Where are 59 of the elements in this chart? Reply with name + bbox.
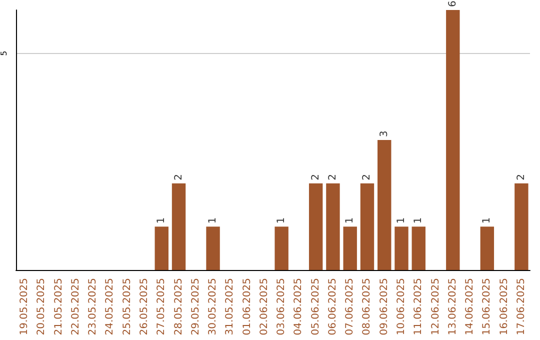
bar xyxy=(514,183,528,270)
data-label: 1 xyxy=(482,217,493,224)
bar xyxy=(206,226,220,270)
x-tick-label: 13.06.2025 xyxy=(447,278,458,336)
y-tick-label: 5 xyxy=(0,50,8,56)
x-tick-label: 28.05.2025 xyxy=(173,278,184,336)
x-tick-label: 06.06.2025 xyxy=(327,278,338,336)
x-tick-label: 12.06.2025 xyxy=(430,278,442,336)
x-tick-label: 24.05.2025 xyxy=(104,278,116,336)
x-tick-label: 29.05.2025 xyxy=(190,278,202,336)
x-tick-label: 27.05.2025 xyxy=(156,278,168,336)
bar xyxy=(412,226,426,270)
bar xyxy=(172,183,186,270)
data-label: 2 xyxy=(362,174,373,180)
data-label: 1 xyxy=(156,217,168,224)
x-tick-label: 19.05.2025 xyxy=(19,278,30,336)
x-tick-label: 03.06.2025 xyxy=(276,278,288,336)
x-tick-label: 30.05.2025 xyxy=(208,278,219,336)
x-tick-label: 02.06.2025 xyxy=(258,278,270,336)
x-tick-label: 26.05.2025 xyxy=(139,278,150,336)
x-tick-label: 16.06.2025 xyxy=(498,278,510,336)
bar xyxy=(378,140,392,270)
x-tick-label: 31.05.2025 xyxy=(224,278,236,336)
data-label: 1 xyxy=(208,217,219,224)
x-tick-label: 08.06.2025 xyxy=(362,278,373,336)
data-label: 1 xyxy=(396,217,407,224)
x-tick-label: 11.06.2025 xyxy=(413,278,424,336)
bar xyxy=(326,183,340,270)
data-label: 6 xyxy=(447,0,458,7)
x-tick-label: 07.06.2025 xyxy=(344,278,356,336)
data-label: 1 xyxy=(276,217,288,224)
x-tick-label: 01.06.2025 xyxy=(242,278,253,336)
bar xyxy=(343,226,357,270)
x-tick-label: 23.05.2025 xyxy=(88,278,99,336)
bar xyxy=(308,183,323,270)
x-tick-label: 05.06.2025 xyxy=(310,278,322,336)
x-tick-label: 15.06.2025 xyxy=(482,278,493,336)
x-tick-label: 17.06.2025 xyxy=(516,278,527,336)
data-label: 3 xyxy=(378,130,390,137)
data-label: 1 xyxy=(344,217,356,224)
data-label: 2 xyxy=(327,174,338,180)
x-tick-label: 25.05.2025 xyxy=(122,278,133,336)
bar xyxy=(274,226,288,270)
x-tick-label: 09.06.2025 xyxy=(378,278,390,336)
x-tick-label: 04.06.2025 xyxy=(293,278,304,336)
x-tick-label: 20.05.2025 xyxy=(36,278,48,336)
bar xyxy=(154,226,168,270)
x-tick-label: 22.05.2025 xyxy=(70,278,82,336)
bar xyxy=(360,183,374,270)
data-label: 2 xyxy=(310,174,322,180)
bar xyxy=(446,10,460,270)
data-label: 2 xyxy=(173,174,184,180)
data-label: 2 xyxy=(516,174,527,180)
bar xyxy=(480,226,494,270)
x-tick-label: 21.05.2025 xyxy=(53,278,64,336)
x-tick-label: 14.06.2025 xyxy=(464,278,476,336)
x-tick-label: 10.06.2025 xyxy=(396,278,407,336)
data-label: 1 xyxy=(413,217,424,224)
bar xyxy=(394,226,408,270)
